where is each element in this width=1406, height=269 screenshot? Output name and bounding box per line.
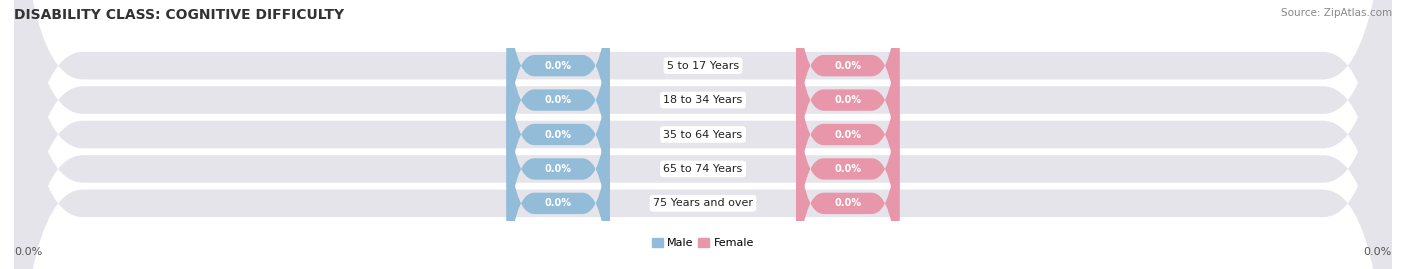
FancyBboxPatch shape: [506, 0, 610, 193]
Text: Source: ZipAtlas.com: Source: ZipAtlas.com: [1281, 8, 1392, 18]
FancyBboxPatch shape: [796, 76, 900, 269]
FancyBboxPatch shape: [14, 0, 1392, 269]
Text: 65 to 74 Years: 65 to 74 Years: [664, 164, 742, 174]
FancyBboxPatch shape: [796, 0, 900, 227]
FancyBboxPatch shape: [506, 8, 610, 261]
Text: DISABILITY CLASS: COGNITIVE DIFFICULTY: DISABILITY CLASS: COGNITIVE DIFFICULTY: [14, 8, 344, 22]
FancyBboxPatch shape: [796, 8, 900, 261]
Text: 0.0%: 0.0%: [834, 129, 862, 140]
Text: 0.0%: 0.0%: [544, 198, 572, 208]
Text: 0.0%: 0.0%: [544, 61, 572, 71]
Text: 0.0%: 0.0%: [834, 164, 862, 174]
FancyBboxPatch shape: [796, 0, 900, 193]
Text: 18 to 34 Years: 18 to 34 Years: [664, 95, 742, 105]
FancyBboxPatch shape: [796, 42, 900, 269]
Text: 0.0%: 0.0%: [544, 164, 572, 174]
FancyBboxPatch shape: [506, 76, 610, 269]
Text: 0.0%: 0.0%: [544, 95, 572, 105]
Text: 75 Years and over: 75 Years and over: [652, 198, 754, 208]
Text: 0.0%: 0.0%: [834, 61, 862, 71]
Text: 0.0%: 0.0%: [834, 198, 862, 208]
Legend: Male, Female: Male, Female: [647, 233, 759, 253]
Text: 5 to 17 Years: 5 to 17 Years: [666, 61, 740, 71]
FancyBboxPatch shape: [506, 0, 610, 227]
Text: 35 to 64 Years: 35 to 64 Years: [664, 129, 742, 140]
FancyBboxPatch shape: [14, 0, 1392, 269]
FancyBboxPatch shape: [14, 0, 1392, 269]
Text: 0.0%: 0.0%: [1364, 247, 1392, 257]
Text: 0.0%: 0.0%: [544, 129, 572, 140]
Text: 0.0%: 0.0%: [14, 247, 42, 257]
FancyBboxPatch shape: [14, 0, 1392, 269]
Text: 0.0%: 0.0%: [834, 95, 862, 105]
FancyBboxPatch shape: [14, 0, 1392, 269]
FancyBboxPatch shape: [506, 42, 610, 269]
